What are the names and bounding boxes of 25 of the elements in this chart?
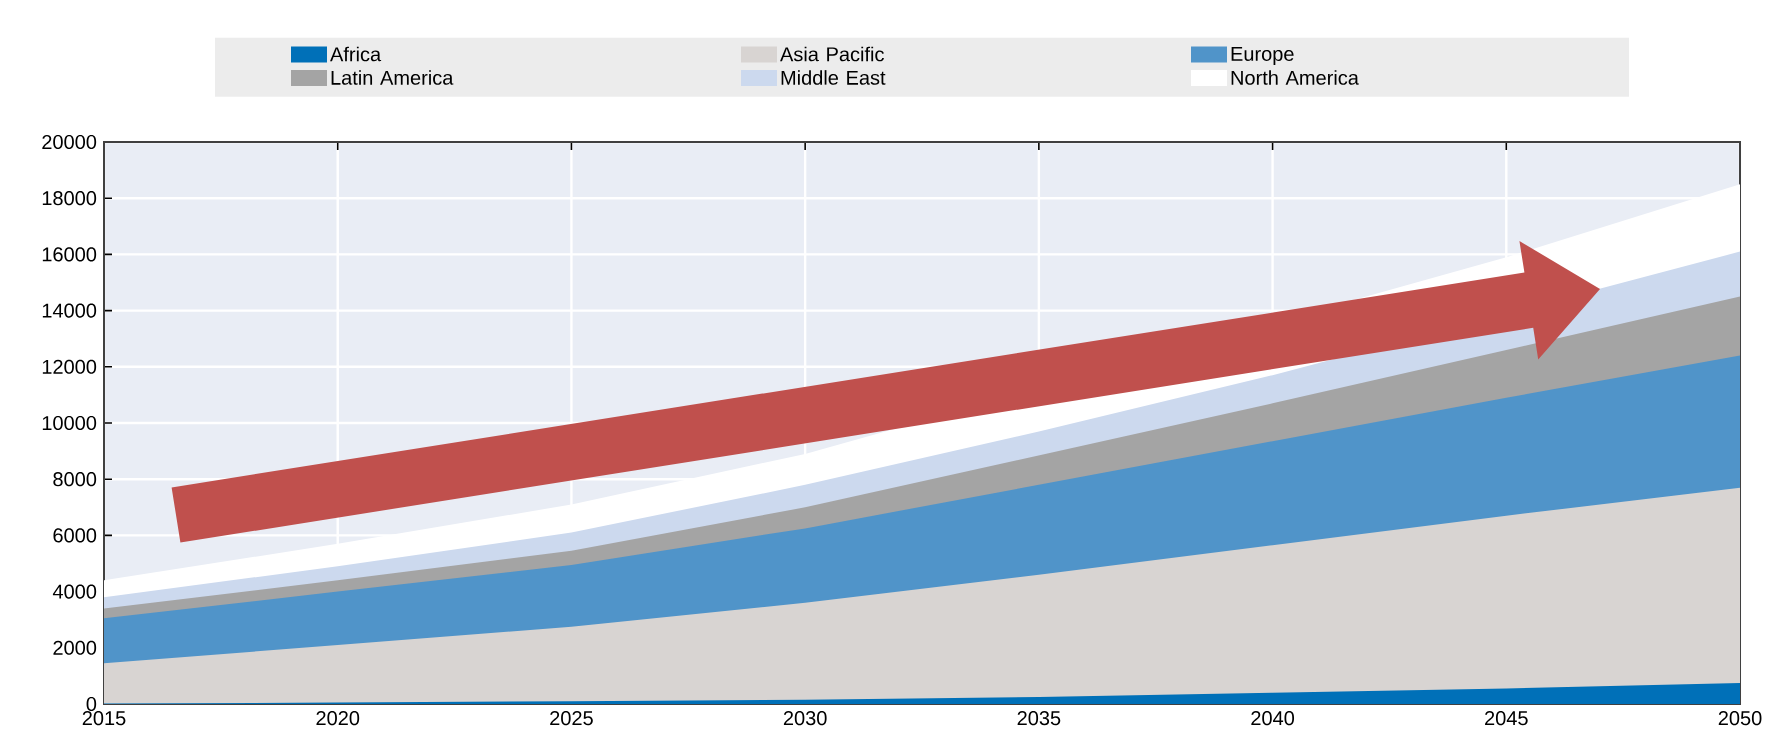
y-tick-label: 14000 [42, 303, 97, 318]
legend-label: Middle East [781, 70, 886, 85]
y-tick-label: 16000 [42, 247, 97, 262]
legend-label: Asia Pacific [780, 46, 884, 62]
x-tick-label: 2015 [82, 711, 126, 726]
y-tick-label: 8000 [53, 472, 97, 487]
legend-label: Africa [330, 46, 382, 62]
y-tick-label: 12000 [42, 359, 97, 374]
x-tick-label: 2020 [316, 711, 360, 726]
x-tick-label: 2035 [1017, 711, 1061, 726]
x-tick-label: 2050 [1718, 711, 1762, 726]
legend-label: North America [1231, 70, 1359, 85]
y-tick-label: 0 [86, 696, 97, 712]
legend-label: Europe [1231, 47, 1294, 65]
y-tick-label: 4000 [52, 584, 97, 599]
legend-label: Latin America [331, 70, 454, 85]
y-tick-label: 10000 [42, 415, 97, 431]
x-tick-label: 2025 [550, 711, 593, 726]
y-tick-label: 2000 [53, 640, 97, 655]
y-tick-label: 6000 [53, 528, 97, 543]
x-tick-label: 2045 [1485, 711, 1528, 726]
y-tick-label: 18000 [42, 191, 97, 206]
y-tick-label: 20000 [42, 134, 97, 150]
x-tick-label: 2040 [1251, 711, 1295, 726]
x-tick-label: 2030 [783, 711, 827, 726]
